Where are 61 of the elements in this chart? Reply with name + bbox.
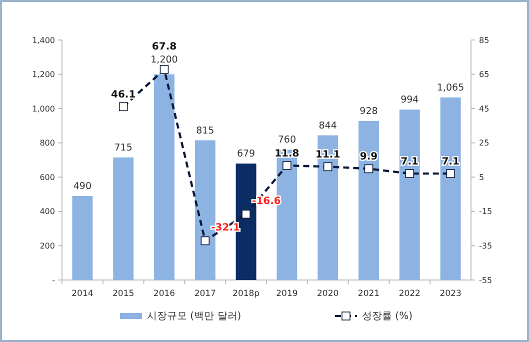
- data-label: 1,200: [150, 54, 178, 66]
- data-label: 7.1: [400, 156, 419, 168]
- y-tick-label: 600: [40, 172, 55, 182]
- data-label: 7.1: [442, 156, 460, 168]
- x-tick-label: 2020: [317, 289, 339, 299]
- x-tick-label: 2018p: [232, 289, 260, 299]
- bar: [358, 120, 379, 280]
- y-tick-label: 200: [40, 242, 55, 251]
- bar: [113, 157, 134, 280]
- bar: [154, 74, 174, 280]
- x-tick-label: 2019: [276, 289, 298, 299]
- y2-tick-label: -55: [479, 276, 492, 285]
- bar: [318, 135, 338, 280]
- x-tick-label: 2016: [153, 289, 176, 299]
- data-label: 67.8: [152, 41, 177, 52]
- x-tick-label: 2014: [72, 289, 94, 299]
- point: [118, 102, 128, 112]
- point: [364, 164, 374, 174]
- y2-tick-label: 25: [479, 138, 490, 148]
- data-label: 11.1: [316, 150, 340, 161]
- data-label: 679: [236, 148, 256, 160]
- y2-tick-label: -15: [479, 207, 492, 216]
- x-tick-label: 2017: [194, 289, 216, 299]
- point: [160, 65, 169, 74]
- data-label: 11.8: [274, 148, 300, 160]
- y-tick-label: -: [52, 276, 56, 285]
- data-label: 760: [278, 134, 296, 146]
- bar: [399, 110, 420, 280]
- y2-tick-label: 45: [479, 104, 490, 114]
- y-tick-label: 400: [40, 207, 55, 216]
- y-tick-label: 1,400: [32, 36, 55, 45]
- y2-tick-label: 85: [479, 36, 490, 45]
- x-tick-label: 2023: [440, 289, 462, 299]
- data-label: 844: [318, 120, 337, 132]
- point: [282, 161, 292, 170]
- point: [200, 236, 210, 246]
- data-label: 1,065: [436, 82, 464, 94]
- legend-label: 시장규모 (백만 달러): [147, 311, 242, 322]
- bar: [440, 97, 461, 280]
- data-label: 994: [400, 94, 419, 106]
- point: [323, 162, 332, 172]
- y-tick-label: 1,200: [32, 70, 55, 80]
- y2-tick-label: 5: [479, 172, 484, 182]
- x-tick-label: 2021: [358, 289, 380, 299]
- x-tick-label: 2022: [398, 289, 420, 299]
- legend-label: 성장률 (%): [362, 311, 413, 322]
- bar: [72, 196, 93, 280]
- y2-tick-label: 65: [479, 70, 490, 80]
- y-tick-label: 800: [40, 138, 55, 148]
- data-label: 9.9: [360, 152, 378, 163]
- y-tick-label: 1,000: [32, 104, 55, 114]
- point: [446, 169, 455, 178]
- x-tick-label: 2015: [112, 289, 134, 299]
- y2-tick-label: -35: [479, 242, 492, 251]
- point: [242, 210, 250, 219]
- data-label: 46.1: [111, 90, 136, 101]
- data-label: 715: [114, 142, 132, 154]
- data-label: 490: [73, 181, 92, 192]
- data-label: 928: [360, 106, 378, 117]
- data-label: 815: [196, 125, 214, 136]
- point: [405, 169, 414, 178]
